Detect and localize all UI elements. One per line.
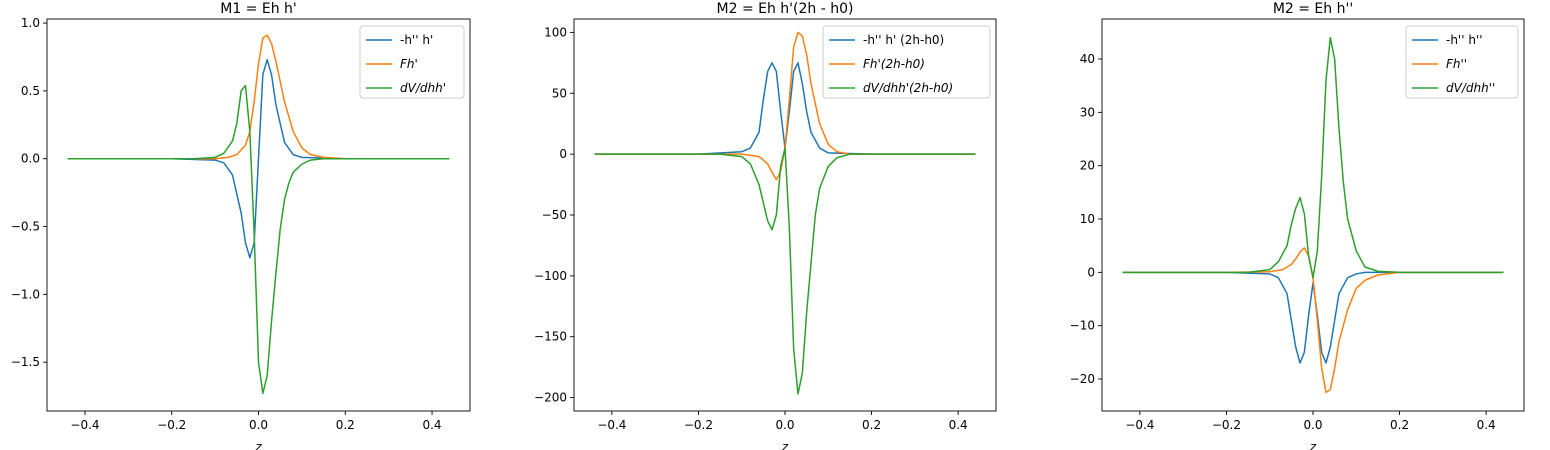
legend-label: -h'' h' (2h-h0) [863, 33, 944, 47]
series-line-2 [1122, 247, 1504, 394]
legend-box [822, 25, 991, 99]
y-tick-label: 0 [1087, 265, 1095, 279]
x-tick-label: −0.2 [157, 418, 186, 432]
legend-label: Fh'(2h-h0) [863, 57, 925, 71]
panels: M1 = Eh h' −0.4 −0.2 0.0 0.2 0.4 −1.5 −1.0 −0.5 0… [11, 1, 1525, 450]
y-tick-label: −150 [534, 330, 567, 344]
legend-label: Fh'' [1446, 57, 1467, 71]
x-tick-label: 0.0 [1303, 418, 1322, 432]
legend: -h'' h'' Fh'' dV/dhh'' [1405, 25, 1519, 99]
chart-title: M2 = Eh h'(2h - h0) [717, 1, 854, 17]
y-tick-label: −1.5 [11, 355, 40, 369]
y-tick-label: 0.0 [21, 152, 40, 166]
y-tick-label: −200 [534, 391, 567, 405]
y-tick-label: −20 [1070, 372, 1095, 386]
x-tick-label: 0.0 [775, 418, 794, 432]
legend: -h'' h' (2h-h0) Fh'(2h-h0) dV/dhh'(2h-h0) [822, 25, 991, 99]
x-tick-label: 0.0 [249, 418, 268, 432]
legend-label: dV/dhh'(2h-h0) [863, 81, 953, 95]
legend: -h'' h' Fh' dV/dhh' [359, 25, 465, 99]
x-tick-label: −0.4 [70, 418, 99, 432]
x-tick-label: 0.2 [336, 418, 355, 432]
y-tick-label: 40 [1080, 52, 1095, 66]
legend-box [359, 25, 465, 99]
x-axis-label: z [254, 440, 262, 450]
x-tick-label: −0.4 [1125, 418, 1154, 432]
x-tick-label: 0.4 [949, 418, 968, 432]
chart-title: M2 = Eh h'' [1273, 1, 1353, 17]
series-line-1 [1122, 271, 1504, 364]
y-tick-label: 100 [544, 25, 567, 39]
chart-panel-3: M2 = Eh h'' −0.4 −0.2 0.0 0.2 0.4 −20 −10 0 10 20 3… [1070, 1, 1525, 450]
legend-label: dV/dhh'' [1446, 81, 1495, 95]
y-tick-label: −100 [534, 269, 567, 283]
x-axis-label: z [1309, 440, 1317, 450]
y-tick-label: −50 [542, 208, 567, 222]
chart-panel-2: M2 = Eh h'(2h - h0) −0.4 −0.2 0.0 0.2 0.4 −200… [534, 1, 997, 450]
x-tick-label: −0.2 [684, 418, 713, 432]
x-tick-label: −0.2 [1212, 418, 1241, 432]
chart-title: M1 = Eh h' [220, 1, 297, 17]
y-tick-label: 0.5 [21, 84, 40, 98]
y-tick-label: −10 [1070, 319, 1095, 333]
chart-panel-1: M1 = Eh h' −0.4 −0.2 0.0 0.2 0.4 −1.5 −1.0 −0.5 0… [11, 1, 471, 450]
y-tick-label: −1.0 [11, 287, 40, 301]
legend-label: -h'' h'' [1446, 33, 1483, 47]
y-tick-label: −0.5 [11, 220, 40, 234]
y-tick-label: 30 [1080, 105, 1095, 119]
x-tick-label: 0.4 [422, 418, 441, 432]
legend-label: dV/dhh' [400, 81, 446, 95]
legend-box [1405, 25, 1519, 99]
x-tick-label: 0.2 [862, 418, 881, 432]
x-axis-label: z [781, 440, 789, 450]
series-line-3 [67, 84, 450, 395]
y-tick-label: 10 [1080, 212, 1095, 226]
series-line-2 [594, 31, 976, 181]
series-line-3 [1122, 36, 1504, 279]
series-line-2 [67, 34, 450, 160]
x-tick-label: 0.4 [1477, 418, 1496, 432]
x-tick-label: 0.2 [1390, 418, 1409, 432]
y-tick-label: 50 [552, 86, 567, 100]
y-tick-label: 0 [559, 147, 567, 161]
series-line-1 [67, 58, 450, 259]
legend-label: Fh' [400, 57, 418, 71]
y-tick-label: 1.0 [21, 16, 40, 30]
y-tick-label: 20 [1080, 159, 1095, 173]
series-line-3 [594, 147, 976, 395]
x-tick-label: −0.4 [597, 418, 626, 432]
legend-label: -h'' h' [400, 33, 433, 47]
